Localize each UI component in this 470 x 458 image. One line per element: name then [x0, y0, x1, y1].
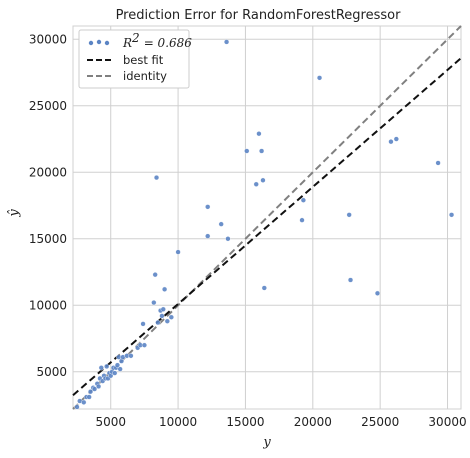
data-point: [175, 249, 181, 255]
x-tick-label: 30000: [428, 415, 466, 429]
data-point: [164, 318, 170, 324]
scatter-points: [74, 39, 455, 410]
legend-r2-entry: R2 = 0.686: [122, 31, 192, 50]
legend-r2-exponent: 2: [131, 31, 140, 45]
data-point: [140, 321, 146, 327]
data-point: [151, 300, 157, 306]
data-point: [261, 285, 267, 291]
legend: R2 = 0.686 best fit identity: [78, 29, 192, 89]
data-point: [141, 342, 148, 348]
x-tick-label: 5000: [95, 415, 126, 429]
legend-scatter-marker: [88, 39, 110, 46]
data-point: [112, 370, 118, 376]
best-fit-line: [72, 57, 462, 396]
plot-frame: [72, 25, 462, 410]
y-tick-label: 20000: [29, 165, 67, 179]
data-point: [300, 197, 306, 203]
data-point: [168, 314, 174, 320]
data-point: [388, 139, 394, 145]
data-point: [117, 366, 123, 372]
y-axis-label: ŷ: [7, 209, 22, 218]
data-point: [159, 313, 165, 319]
data-point: [218, 221, 224, 227]
data-point: [155, 319, 161, 326]
data-point: [205, 233, 211, 239]
data-point: [128, 353, 134, 359]
data-point: [160, 306, 166, 312]
data-point: [114, 362, 121, 368]
x-tick-label: 15000: [226, 415, 264, 429]
data-point: [95, 383, 102, 389]
data-point: [347, 277, 354, 283]
data-point: [346, 212, 352, 218]
data-point: [223, 39, 230, 45]
x-tick-label: 25000: [361, 415, 399, 429]
data-point: [91, 386, 98, 392]
data-point: [374, 290, 381, 296]
y-tick-label: 30000: [29, 32, 67, 46]
data-point: [98, 365, 104, 371]
identity-line: [72, 25, 462, 410]
data-point: [244, 148, 250, 154]
legend-r2-value: = 0.686: [144, 36, 193, 50]
data-point: [256, 131, 262, 137]
data-point: [74, 404, 80, 410]
data-point: [205, 204, 211, 210]
reference-lines: [72, 25, 462, 410]
data-point: [162, 286, 168, 292]
data-point: [104, 363, 110, 370]
data-point: [86, 394, 92, 400]
data-point: [299, 217, 305, 223]
data-point: [393, 136, 399, 142]
x-tick-labels: 5000 10000 15000 20000 25000 30000: [95, 415, 466, 429]
y-tick-label: 15000: [29, 232, 67, 246]
y-tick-label: 25000: [29, 99, 67, 113]
data-point: [435, 160, 441, 166]
data-point: [448, 212, 455, 218]
y-tick-label: 5000: [36, 365, 67, 379]
data-point: [225, 236, 231, 242]
data-point: [81, 399, 87, 405]
legend-r2-symbol: R: [122, 36, 132, 50]
x-axis-label: y: [262, 435, 271, 450]
data-point: [260, 177, 266, 183]
chart-title: Prediction Error for RandomForestRegress…: [116, 8, 402, 23]
data-point: [153, 175, 160, 181]
data-point: [87, 389, 94, 395]
data-point: [316, 75, 323, 81]
data-point: [253, 181, 259, 187]
y-tick-labels: 5000 10000 15000 20000 25000 30000: [29, 32, 67, 378]
y-tick-label: 10000: [29, 298, 67, 312]
data-point: [152, 272, 158, 278]
x-tick-label: 20000: [294, 415, 332, 429]
x-tick-label: 10000: [159, 415, 197, 429]
data-point: [259, 148, 265, 154]
legend-identity-label: identity: [123, 69, 167, 83]
legend-best-fit-label: best fit: [123, 53, 164, 67]
